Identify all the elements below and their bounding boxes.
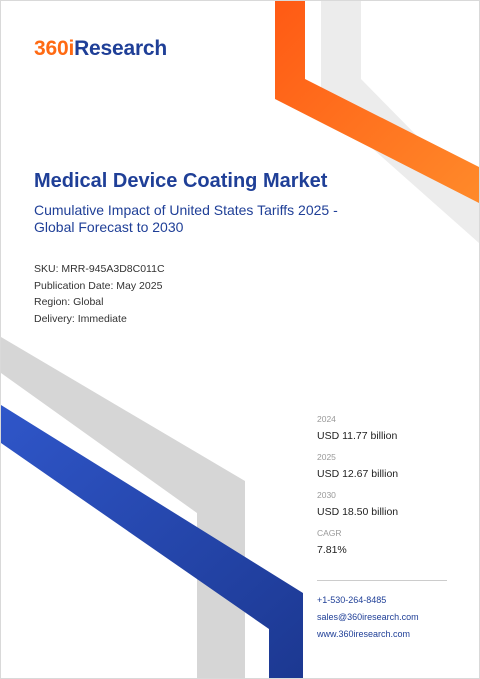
stat-cagr: CAGR 7.81% bbox=[317, 527, 457, 558]
contact-info: +1-530-264-8485 sales@360iresearch.com w… bbox=[317, 592, 419, 643]
stat-value: USD 12.67 billion bbox=[317, 468, 399, 480]
report-title: Medical Device Coating Market bbox=[34, 170, 328, 192]
stat-value: USD 11.77 billion bbox=[317, 430, 398, 442]
gray-band-lower bbox=[1, 337, 245, 678]
brand-logo-suffix: Research bbox=[74, 37, 168, 60]
stat-label: 2030 bbox=[317, 490, 336, 500]
email-link[interactable]: sales@360iresearch.com bbox=[317, 612, 419, 622]
phone-link[interactable]: +1-530-264-8485 bbox=[317, 595, 387, 605]
brand-logo[interactable]: 360iResearch bbox=[34, 37, 167, 61]
delivery-line: Delivery: Immediate bbox=[34, 312, 127, 325]
report-meta: SKU: MRR-945A3D8C011C Publication Date: … bbox=[34, 261, 165, 327]
stat-2024: 2024 USD 11.77 billion bbox=[317, 413, 457, 444]
sku-line: SKU: MRR-945A3D8C011C bbox=[34, 263, 165, 275]
stat-2025: 2025 USD 12.67 billion bbox=[317, 451, 457, 482]
contact-divider bbox=[317, 580, 447, 581]
report-subtitle: Cumulative Impact of United States Tarif… bbox=[34, 202, 338, 235]
stat-label: CAGR bbox=[317, 528, 342, 538]
stat-label: 2024 bbox=[317, 414, 336, 424]
publication-date-line: Publication Date: May 2025 bbox=[34, 279, 163, 292]
region-line: Region: Global bbox=[34, 296, 104, 308]
orange-band bbox=[275, 1, 479, 203]
stat-value: USD 18.50 billion bbox=[317, 506, 399, 518]
stat-2030: 2030 USD 18.50 billion bbox=[317, 489, 457, 520]
stat-value: 7.81% bbox=[317, 544, 347, 556]
market-stats: 2024 USD 11.77 billion 2025 USD 12.67 bi… bbox=[317, 413, 457, 565]
blue-band bbox=[1, 405, 303, 678]
stat-label: 2025 bbox=[317, 452, 336, 462]
brand-logo-prefix: 360i bbox=[34, 37, 75, 60]
website-link[interactable]: www.360iresearch.com bbox=[317, 629, 411, 639]
